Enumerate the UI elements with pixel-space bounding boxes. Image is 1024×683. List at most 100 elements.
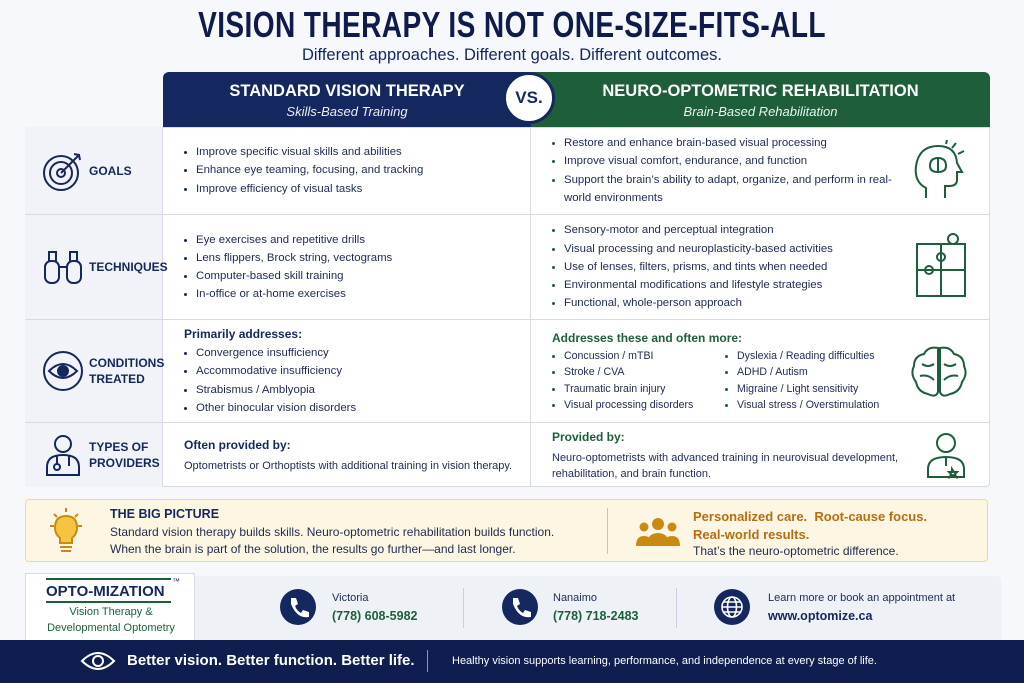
phone-icon <box>280 589 316 625</box>
divider <box>463 588 464 628</box>
bullet-list: Convergence insufficiencyAccommodative i… <box>184 344 530 417</box>
footer-slogan: Better vision. Better function. Better l… <box>127 652 415 669</box>
column-title: NEURO-OPTOMETRIC REHABILITATION <box>602 82 919 100</box>
bullet-item: Eye exercises and repetitive drills <box>196 231 530 249</box>
bullet-item: Strabismus / Amblyopia <box>196 381 530 399</box>
logo-name: OPTO-MIZATION <box>46 583 165 600</box>
bullet-item: Restore and enhance brain-based visual p… <box>564 134 900 152</box>
row-label: TYPES OF PROVIDERS <box>89 440 160 470</box>
logo-line: Vision Therapy & <box>69 606 153 618</box>
cell-heading: Primarily addresses: <box>184 326 303 341</box>
column-subtitle: Brain-Based Rehabilitation <box>683 104 838 119</box>
doctor-icon <box>927 433 965 479</box>
column-subtitle: Skills-Based Training <box>286 104 408 119</box>
left-cell: Improve specific visual skills and abili… <box>163 127 531 214</box>
bullet-item: Other binocular vision disorders <box>196 399 530 417</box>
bullet-item: Visual processing disorders <box>564 397 727 413</box>
cell-text: Optometrists or Orthoptists with additio… <box>184 459 513 472</box>
big-picture-line: Standard vision therapy builds skills. N… <box>110 525 555 539</box>
eye-icon <box>43 351 83 391</box>
bullet-item: Concussion / mTBI <box>564 348 727 364</box>
bullet-item: Stroke / CVA <box>564 364 727 380</box>
people-icon <box>636 518 680 546</box>
bullet-list: Eye exercises and repetitive drillsLens … <box>184 231 530 304</box>
cell-heading: Provided by: <box>552 429 625 444</box>
bullet-item: Use of lenses, filters, prisms, and tint… <box>564 258 900 276</box>
right-cell: Provided by: Neuro-optometrists with adva… <box>531 423 990 487</box>
table-row: TECHNIQUES Eye exercises and repetitive d… <box>25 215 990 320</box>
bullet-item: Environmental modifications and lifestyl… <box>564 276 900 294</box>
row-label: TECHNIQUES <box>89 260 168 274</box>
bullet-item: In-office or at-home exercises <box>196 285 530 303</box>
table-row: CONDITIONS TREATED Primarily addresses: Co… <box>25 320 990 423</box>
bullet-item: Improve visual comfort, endurance, and f… <box>564 152 900 170</box>
city[interactable]: Victoria <box>332 592 369 604</box>
puzzle-icon <box>916 233 966 297</box>
bullet-item: Computer-based skill training <box>196 267 530 285</box>
comparison-table <box>25 127 990 487</box>
row-label-cell: GOALS <box>25 127 163 214</box>
vs-badge: VS. <box>503 72 555 124</box>
column-title: STANDARD VISION THERAPY <box>229 82 465 100</box>
cell-heading: Often provided by: <box>184 437 291 452</box>
website-link[interactable]: www.optomize.ca <box>768 609 873 623</box>
table-row: GOALS Improve specific visual skills and … <box>25 127 990 215</box>
bullet-item: Sensory-motor and perceptual integration <box>564 221 900 239</box>
cell-text: Neuro-optometrists with advanced trainin… <box>552 452 899 480</box>
big-picture-line: When the brain is part of the solution, … <box>110 542 516 556</box>
closing-line: That’s the neuro-optometric difference. <box>693 544 899 558</box>
bullet-item: Functional, whole-person approach <box>564 294 900 312</box>
bullet-list: Sensory-motor and perceptual integration… <box>552 221 900 312</box>
bullet-item: Convergence insufficiency <box>196 344 530 362</box>
brain-icon <box>911 346 967 397</box>
left-cell: Primarily addresses: Convergence insuffic… <box>163 320 531 422</box>
divider <box>427 650 428 672</box>
bullet-item: Dyslexia / Reading difficulties <box>737 348 900 364</box>
right-cell: Sensory-motor and perceptual integration… <box>531 215 990 319</box>
bullet-item: Visual processing and neuroplasticity-ba… <box>564 240 900 258</box>
bullet-item: Enhance eye teaming, focusing, and track… <box>196 161 530 179</box>
city[interactable]: Nanaimo <box>553 592 598 604</box>
phone-icon <box>502 589 538 625</box>
highlight: Real-world results. <box>693 527 810 542</box>
footer-bar <box>0 640 1024 683</box>
page-subtitle: Different approaches. Different goals. D… <box>301 46 723 64</box>
contact-box <box>195 576 1001 640</box>
logo-mark: ™ <box>172 577 180 586</box>
phone-number[interactable]: (778) 718-2483 <box>553 609 639 623</box>
bullet-item: Lens flippers, Brock string, vectograms <box>196 249 530 267</box>
bullet-list: Improve specific visual skills and abili… <box>184 143 530 198</box>
left-cell: Eye exercises and repetitive drillsLens … <box>163 215 531 319</box>
divider <box>607 508 608 554</box>
left-column-header: STANDARD VISION THERAPY Skills-Based Tra… <box>163 72 531 127</box>
bullet-list: Concussion / mTBIStroke / CVATraumatic b… <box>552 348 900 413</box>
row-label: GOALS <box>89 163 132 178</box>
highlight: Personalized care. Root-cause focus. <box>693 509 928 524</box>
lightbulb-icon <box>50 508 82 552</box>
big-picture-box <box>25 499 988 562</box>
right-cell: Addresses these and often more: Concussio… <box>531 320 990 422</box>
right-column-header: NEURO-OPTOMETRIC REHABILITATION Brain-Ba… <box>531 72 990 127</box>
logo-box: OPTO-MIZATION ™ Vision Therapy & Develop… <box>25 573 195 641</box>
bullet-item: Support the brain’s ability to adapt, or… <box>564 171 900 207</box>
bullet-item: Visual stress / Overstimulation <box>737 397 900 413</box>
brain-head-icon <box>914 139 965 198</box>
phone-number[interactable]: (778) 608-5982 <box>332 609 418 623</box>
footer-tagline: Healthy vision supports learning, perfor… <box>452 655 877 667</box>
cell-heading: Addresses these and often more: <box>552 330 743 345</box>
bullet-item: Migraine / Light sensitivity <box>737 381 900 397</box>
table-row: TYPES OF PROVIDERS Often provided by: Opto… <box>25 423 990 487</box>
row-label-cell: CONDITIONS TREATED <box>25 320 164 422</box>
goals-icon <box>43 152 81 191</box>
row-label-cell: TYPES OF PROVIDERS <box>25 423 163 487</box>
divider <box>676 588 677 628</box>
binoculars-icon <box>44 251 82 284</box>
bullet-item: Traumatic brain injury <box>564 381 727 397</box>
logo-rule <box>46 601 171 603</box>
eye-icon <box>80 652 116 670</box>
bullet-item: Accommodative insufficiency <box>196 362 530 380</box>
bullet-item: ADHD / Autism <box>737 364 900 380</box>
logo-rule <box>46 578 171 580</box>
provider-icon <box>46 435 80 476</box>
